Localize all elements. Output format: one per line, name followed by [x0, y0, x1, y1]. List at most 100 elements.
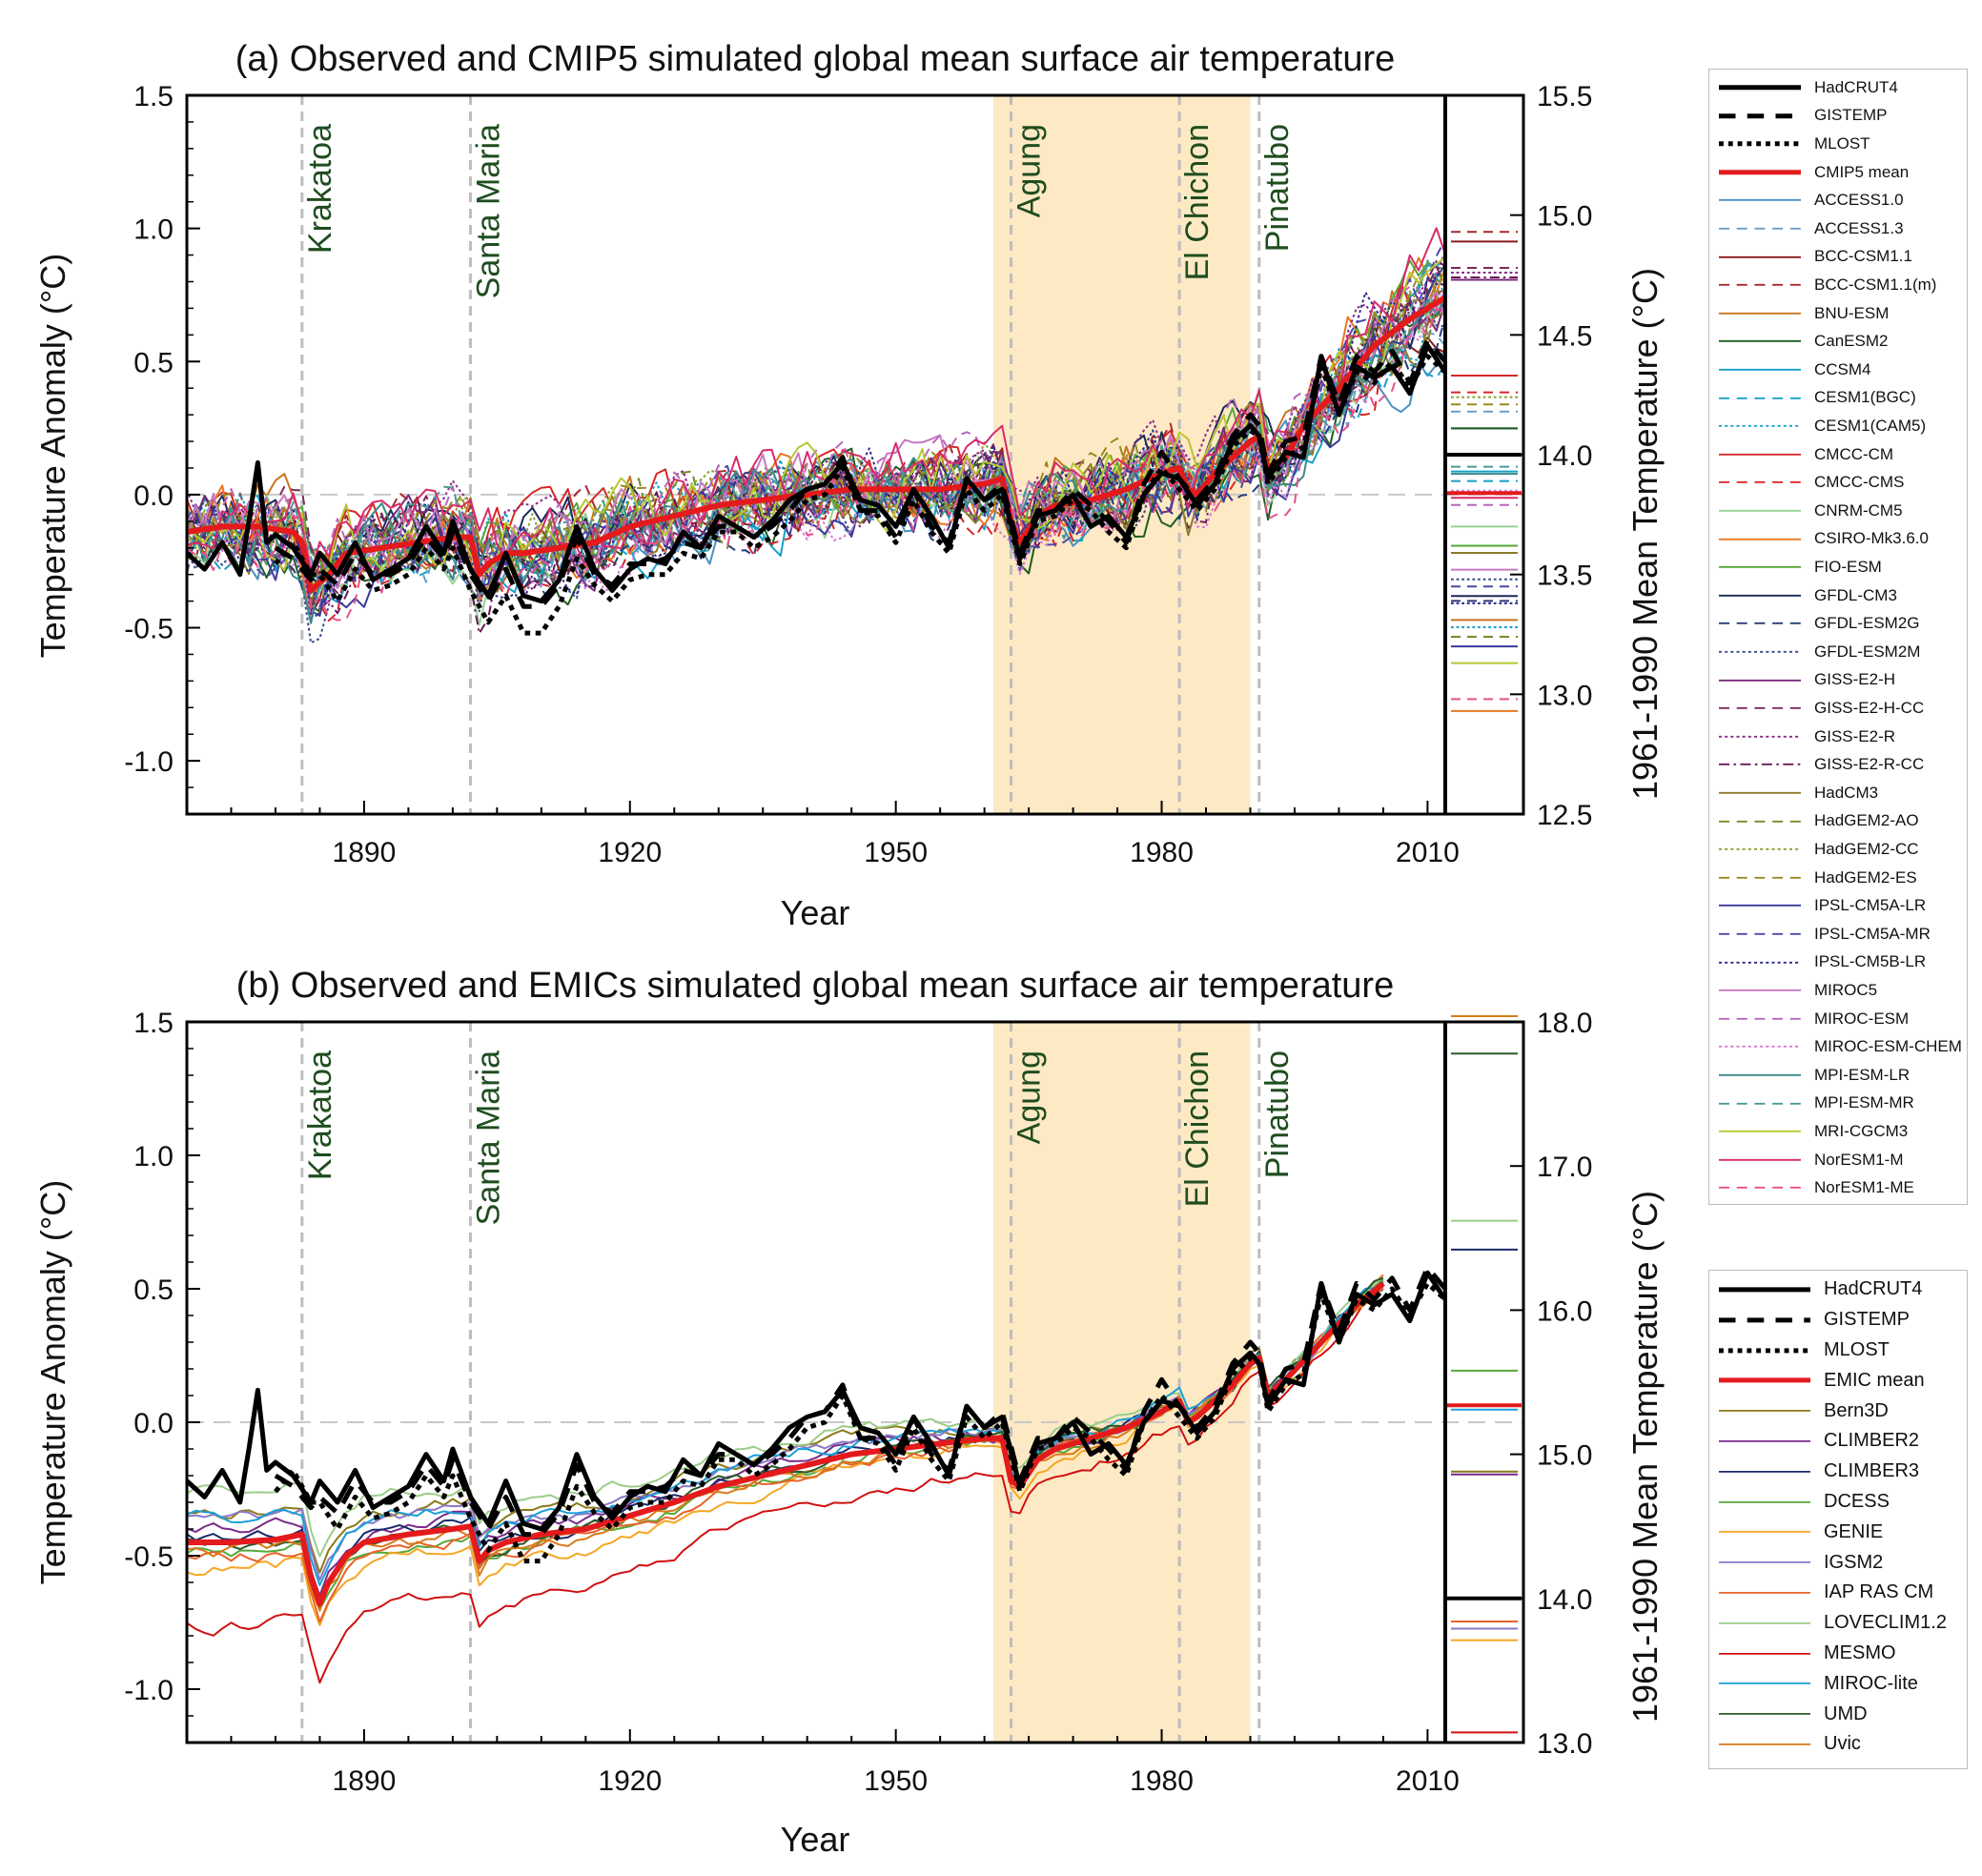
multi-model-mean-line	[186, 295, 1447, 594]
panel-b-ylabel: Temperature Anomaly (°C)	[33, 1180, 72, 1585]
y2-tick-label: 13.5	[1537, 561, 1592, 592]
legend-label: MPI-ESM-MR	[1814, 1093, 1914, 1112]
legend-entry: CNRM-CM5	[1709, 497, 1967, 525]
legend-swatch	[1719, 85, 1801, 91]
x-tick-label: 1920	[598, 1765, 662, 1797]
panel-a-xlabel: Year	[781, 893, 850, 932]
legend-label: MIROC-lite	[1824, 1672, 1918, 1694]
legend-entry: NorESM1-M	[1709, 1146, 1967, 1174]
legend-label: ACCESS1.0	[1814, 191, 1904, 210]
legend-swatch	[1719, 284, 1801, 286]
panel-a-temperature-chart: (a) Observed and CMIP5 simulated global …	[33, 39, 1665, 932]
y2-tick-label: 14.0	[1537, 440, 1592, 472]
legend-swatch	[1719, 397, 1801, 399]
legend-swatch	[1719, 1682, 1810, 1685]
legend-swatch	[1719, 707, 1801, 709]
model-series-line	[186, 308, 1446, 622]
legend-swatch	[1719, 368, 1801, 371]
model-series-line	[186, 1284, 1384, 1684]
legend-label: GISS-E2-R-CC	[1814, 755, 1925, 774]
y2-tick-label: 15.5	[1537, 81, 1592, 112]
legend-label: MLOST	[1824, 1338, 1890, 1360]
legend-swatch	[1719, 1377, 1810, 1383]
legend-entry: HadGEM2-AO	[1709, 807, 1967, 836]
legend-entry: IGSM2	[1709, 1547, 1967, 1578]
legend-label: IPSL-CM5A-MR	[1814, 924, 1931, 943]
legend-label: CESM1(BGC)	[1814, 388, 1916, 407]
legend-label: FIO-ESM	[1814, 557, 1882, 576]
legend-swatch	[1719, 1652, 1810, 1655]
legend-entry: HadGEM2-ES	[1709, 864, 1967, 892]
legend-entry: CCSM4	[1709, 356, 1967, 384]
legend-swatch	[1719, 1017, 1801, 1020]
legend-label: DCESS	[1824, 1490, 1890, 1512]
legend-swatch	[1719, 932, 1801, 935]
legend-entry: HadCRUT4	[1709, 1274, 1967, 1305]
legend-swatch	[1719, 905, 1801, 907]
legend-label: BCC-CSM1.1	[1814, 247, 1912, 266]
legend-swatch	[1719, 1347, 1810, 1353]
legend-entry: IAP RAS CM	[1709, 1578, 1967, 1608]
legend-label: CMCC-CMS	[1814, 473, 1905, 492]
legend-label: IAP RAS CM	[1824, 1581, 1934, 1603]
legend-label: Uvic	[1824, 1733, 1861, 1755]
legend-label: GISS-E2-R	[1814, 726, 1896, 745]
legend-swatch	[1719, 112, 1801, 118]
legend-swatch	[1719, 1073, 1801, 1076]
legend-label: ACCESS1.3	[1814, 218, 1904, 237]
legend-entry: DCESS	[1709, 1487, 1967, 1518]
legend-swatch	[1719, 820, 1801, 823]
legend-entry: GENIE	[1709, 1517, 1967, 1547]
legend-swatch	[1719, 425, 1801, 427]
legend-swatch	[1719, 538, 1801, 540]
panel-b-xlabel: Year	[781, 1820, 850, 1859]
legend-swatch	[1719, 764, 1801, 766]
legend-swatch	[1719, 989, 1801, 991]
x-tick-label: 1980	[1130, 837, 1194, 868]
legend-label: EMIC mean	[1824, 1369, 1925, 1391]
legend-swatch	[1719, 679, 1801, 682]
legend-label: GFDL-ESM2M	[1814, 642, 1921, 661]
panel-b-y2label: 1961-1990 Mean Temperature (°C)	[1625, 1191, 1665, 1723]
legend-entry: GFDL-ESM2M	[1709, 638, 1967, 666]
legend-entry: CESM1(BGC)	[1709, 384, 1967, 413]
y2-tick-label: 13.0	[1537, 1728, 1592, 1760]
legend-swatch	[1719, 1410, 1810, 1412]
panel-a-ylabel: Temperature Anomaly (°C)	[33, 254, 72, 659]
model-series-line	[186, 276, 1446, 617]
model-series-line	[186, 264, 1446, 617]
legend-entry: Bern3D	[1709, 1396, 1967, 1426]
y2-tick-label: 14.0	[1537, 1584, 1592, 1616]
y-tick-label: -1.0	[124, 746, 174, 778]
legend-label: MIROC5	[1814, 980, 1878, 999]
legend-entry: CLIMBER2	[1709, 1426, 1967, 1457]
legend-label: GISTEMP	[1824, 1309, 1910, 1331]
legend-swatch	[1719, 1187, 1801, 1190]
legend-entry: MLOST	[1709, 130, 1967, 158]
legend-label: HadGEM2-AO	[1814, 811, 1919, 830]
legend-swatch	[1719, 1591, 1810, 1594]
y-tick-label: 1.5	[133, 1008, 174, 1039]
x-tick-label: 1920	[598, 837, 662, 868]
y-tick-label: 0.5	[133, 1274, 174, 1306]
legend-entry: HadCM3	[1709, 779, 1967, 807]
legend-swatch	[1719, 961, 1801, 964]
reference-period-shading	[992, 1022, 1251, 1743]
legend-cmip5: HadCRUT4 GISTEMP MLOST CMIP5 mean ACCESS1.0 A…	[1708, 69, 1968, 1205]
legend-label: HadCRUT4	[1814, 77, 1898, 96]
panel-a-plot-area: Krakatoa Santa Maria Agung El Chichon Pinatu…	[124, 81, 1592, 868]
legend-entry: GISTEMP	[1709, 1305, 1967, 1336]
legend-swatch	[1719, 481, 1801, 484]
volcano-label: El Chichon	[1179, 124, 1216, 280]
legend-label: MPI-ESM-LR	[1814, 1065, 1910, 1084]
legend-swatch	[1719, 255, 1801, 258]
volcano-label: Krakatoa	[302, 124, 338, 254]
legend-swatch	[1719, 1287, 1810, 1293]
legend-label: HadGEM2-ES	[1814, 867, 1917, 887]
legend-swatch	[1719, 622, 1801, 625]
legend-label: MIROC-ESM-CHEM	[1814, 1037, 1962, 1056]
legend-entry: GISS-E2-H	[1709, 666, 1967, 695]
y2-tick-label: 17.0	[1537, 1152, 1592, 1183]
legend-swatch	[1719, 170, 1801, 175]
